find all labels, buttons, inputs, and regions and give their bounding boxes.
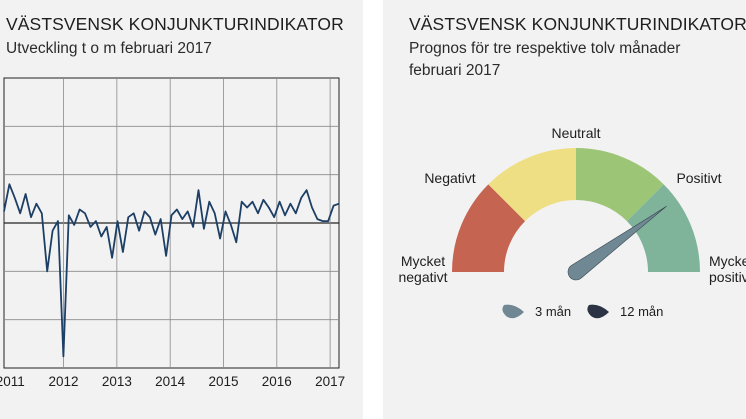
x-tick-label: 2014	[155, 374, 186, 389]
gauge-category-label: Neutralt	[551, 125, 600, 141]
legend-3-months: 3 mån	[502, 304, 571, 319]
legend-label: 3 mån	[535, 304, 571, 319]
legend-label: 12 mån	[620, 304, 663, 319]
legend-swatch	[587, 304, 609, 319]
x-tick-label: 2012	[49, 374, 79, 389]
forecast-panel: VÄSTSVENSK KONJUNKTURINDIKATOR Prognos f…	[383, 0, 746, 419]
right-chart-title: VÄSTSVENSK KONJUNKTURINDIKATOR	[409, 14, 746, 34]
gauge-segment	[626, 184, 700, 272]
line-chart: 2011 2012 2013 2014 2015 2016 2017	[0, 77, 345, 389]
gauge-chart: Mycket negativt Negativt Neutralt Positivt My…	[398, 125, 746, 319]
gauge-category-label: Mycket negativt	[398, 253, 447, 285]
gauge-segment	[576, 148, 664, 222]
gauge-segment	[452, 184, 526, 272]
development-panel: VÄSTSVENSK KONJUNKTURINDIKATOR Utvecklin…	[0, 0, 363, 419]
series-line	[3, 183, 340, 358]
gauge-category-label: Positivt	[676, 170, 721, 186]
x-tick-label: 2017	[315, 374, 345, 389]
x-tick-label: 2011	[0, 374, 25, 389]
left-chart-subtitle: Utveckling t o m februari 2017	[6, 40, 212, 57]
x-tick-label: 2013	[102, 374, 132, 389]
gauge-category-label: Mycketpositivt	[709, 253, 746, 285]
right-chart-subtitle-line2: februari 2017	[409, 62, 501, 79]
legend-swatch	[502, 304, 524, 319]
x-tick-label: 2015	[208, 374, 238, 389]
left-chart-title: VÄSTSVENSK KONJUNKTURINDIKATOR	[6, 14, 344, 34]
legend-12-months: 12 mån	[587, 304, 663, 319]
needle-3-months	[567, 207, 666, 281]
gauge-category-label: Negativt	[424, 170, 475, 186]
right-chart-subtitle-line1: Prognos för tre respektive tolv månader	[409, 40, 681, 57]
gauge-segment	[488, 148, 576, 222]
x-tick-label: 2016	[262, 374, 292, 389]
